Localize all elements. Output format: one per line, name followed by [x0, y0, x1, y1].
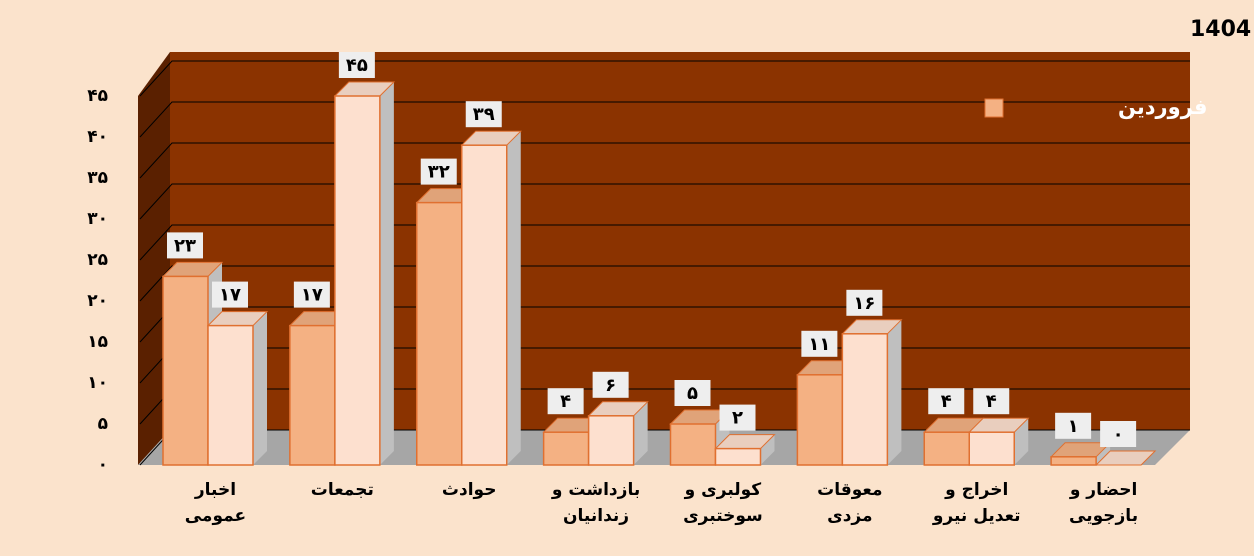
bar — [1094, 450, 1157, 466]
value-label: ۱ — [1068, 416, 1079, 437]
bar — [841, 319, 903, 466]
grid-line — [139, 60, 1190, 97]
value-label-box — [338, 52, 375, 78]
value-label-box — [1055, 412, 1092, 439]
value-label-box — [801, 330, 838, 357]
value-label: ۴ — [560, 391, 571, 412]
value-label: ۶ — [605, 375, 616, 396]
value-label-box — [928, 388, 965, 415]
value-label: ۰ — [1113, 424, 1124, 445]
value-label: ۴ — [941, 391, 952, 412]
y-tick-label: ۱۵ — [87, 332, 108, 352]
x-tick-label: کولبری و سوختبری — [683, 480, 763, 526]
bar — [968, 417, 1030, 466]
grid-line — [139, 101, 1190, 138]
x-tick-label: بازداشت و زندانیان — [551, 480, 641, 526]
chart-title: نمودار آماری نقض حقوق کار و کارگر فروردی… — [1190, 14, 1254, 42]
bar — [460, 130, 522, 466]
y-tick-label: ۰ — [98, 455, 108, 475]
x-tick-label: اخراج و تعدیل نیرو — [932, 480, 1021, 526]
value-label: ۴۵ — [346, 55, 368, 76]
value-label: ۲ — [732, 408, 743, 429]
legend-swatch — [984, 98, 1004, 118]
x-tick-label: حوادث — [441, 480, 497, 500]
bar — [714, 434, 776, 466]
y-tick-label: ۳۰ — [87, 209, 108, 229]
bar — [333, 81, 396, 466]
x-tick-label: اخبار عمومی — [184, 480, 247, 526]
y-tick-label: ۴۰ — [87, 127, 108, 147]
value-label: ۳۹ — [473, 104, 495, 125]
legend-label: فروردین — [1118, 95, 1208, 119]
value-label-box — [465, 101, 502, 128]
value-label-box — [212, 281, 248, 308]
value-label: ۱۶ — [853, 293, 875, 314]
grid-line — [139, 183, 1190, 220]
value-label-box — [547, 388, 584, 415]
y-tick-label: ۲۵ — [87, 250, 108, 270]
side-wall — [138, 52, 170, 465]
value-label-box — [293, 281, 330, 308]
value-label: ۴ — [986, 391, 997, 412]
value-label-box — [973, 388, 1010, 415]
bar — [587, 401, 649, 466]
value-label-box — [1100, 421, 1137, 447]
value-label-box — [719, 404, 756, 431]
value-label-box — [674, 380, 711, 406]
value-label: ۱۷ — [219, 285, 241, 306]
bar — [206, 311, 269, 466]
bar — [1049, 442, 1112, 466]
y-tick-label: ۲۰ — [87, 291, 108, 311]
grid-line — [139, 142, 1190, 179]
value-label: ۱۱ — [808, 334, 830, 355]
value-label: ۱۷ — [301, 285, 323, 306]
value-label-box — [420, 158, 457, 185]
x-tick-label: احضار و بازجویی — [1069, 480, 1139, 526]
grid-line — [139, 224, 1190, 261]
grid-line — [139, 265, 1190, 302]
y-tick-label: ۵ — [98, 414, 108, 434]
x-tick-label: معوقات مزدی — [817, 480, 883, 526]
value-label-box — [167, 232, 203, 259]
value-label-box — [592, 371, 629, 398]
value-label: ۲۳ — [174, 235, 196, 256]
value-label-box — [846, 289, 883, 316]
y-tick-label: ۱۰ — [87, 373, 108, 393]
y-tick-label: ۳۵ — [87, 168, 108, 188]
x-tick-label: تجمعات — [310, 480, 374, 500]
value-label: ۵ — [687, 383, 698, 404]
value-label: ۳۲ — [428, 162, 450, 183]
y-tick-label: ۴۵ — [87, 86, 108, 106]
